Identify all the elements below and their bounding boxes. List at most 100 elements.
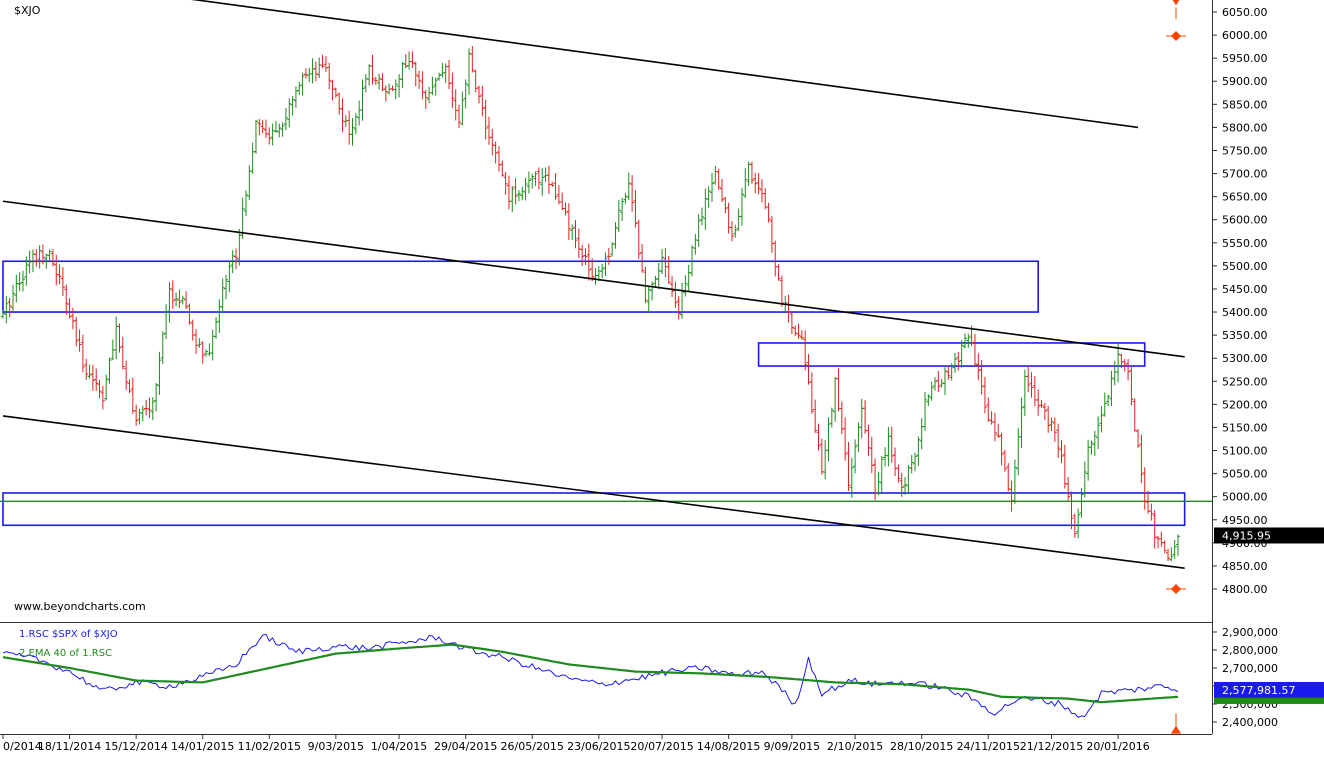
ohlc-bar [1076, 508, 1081, 539]
ohlc-bar [903, 477, 908, 495]
price-tick-label: 5200.00 [1222, 398, 1268, 411]
price-tick-label: 4950.00 [1222, 514, 1268, 527]
last-price-box [1214, 527, 1324, 544]
ohlc-bar [620, 197, 625, 221]
ohlc-bar [866, 424, 871, 457]
ohlc-bar [483, 99, 488, 140]
ohlc-bar [180, 295, 185, 305]
ohlc-bar [700, 207, 705, 226]
ohlc-bar [360, 79, 365, 121]
ohlc-bar [280, 122, 285, 137]
time-tick-label: 14/08/2015 [697, 740, 760, 753]
ohlc-bar [1049, 417, 1054, 432]
ohlc-bar [1056, 423, 1061, 459]
ohlc-bar [1129, 365, 1134, 406]
ohlc-bar [167, 282, 172, 323]
ohlc-bar [457, 104, 462, 129]
ohlc-bar [640, 243, 645, 273]
ohlc-bar [666, 255, 671, 284]
ohlc-bar [670, 276, 675, 297]
ohlc-bar [283, 108, 288, 131]
ohlc-bar [1172, 540, 1177, 559]
ohlc-bar [869, 436, 874, 474]
ohlc-bar [17, 272, 22, 292]
alert-diamond [1171, 31, 1181, 42]
ohlc-bar [237, 228, 242, 266]
ohlc-bar [1136, 429, 1141, 448]
ohlc-bar [756, 172, 761, 195]
price-tick-label: 5650.00 [1222, 191, 1268, 204]
alert-arrow-up [1171, 725, 1181, 734]
ohlc-bar [473, 69, 478, 93]
ohlc-bar [40, 244, 45, 265]
ohlc-bar [962, 333, 967, 349]
ohlc-bar [1162, 540, 1167, 554]
time-tick-label: 15/12/2014 [104, 740, 167, 753]
ohlc-bars [1, 45, 1180, 562]
ohlc-bar [933, 377, 938, 391]
ohlc-bar [373, 76, 378, 85]
ohlc-bar [749, 161, 754, 184]
ohlc-bar [839, 401, 844, 435]
time-tick-label: 29/04/2015 [434, 740, 497, 753]
ohlc-bar [996, 423, 1001, 438]
ohlc-bar [340, 98, 345, 133]
ohlc-bar [87, 364, 92, 379]
price-tick-label: 5350.00 [1222, 329, 1268, 342]
price-tick-label: 5250.00 [1222, 375, 1268, 388]
indicator-tick-label: 2,400,000 [1222, 716, 1278, 729]
alert-arrow-down [1172, 0, 1180, 6]
ohlc-bar [147, 397, 152, 418]
ohlc-bar [906, 465, 911, 494]
ohlc-bar [729, 221, 734, 242]
ohlc-bar [510, 185, 515, 213]
ohlc-bar [656, 262, 661, 289]
price-tick-label: 6050.00 [1222, 6, 1268, 19]
ohlc-bar [234, 248, 239, 270]
time-tick-label: 9/09/2015 [764, 740, 820, 753]
drawing-layer [0, 260, 1212, 527]
ohlc-bar [853, 439, 858, 474]
price-axis: 6050.00 6000.00 5950.00 5900.00 5850.00 5800.… [1166, 0, 1324, 734]
price-tick-label: 5500.00 [1222, 260, 1268, 273]
ohlc-bar [227, 260, 232, 293]
ohlc-bar [1079, 487, 1084, 518]
ohlc-bar [939, 378, 944, 388]
ohlc-bar [24, 256, 29, 286]
ema-value-tag [1214, 697, 1324, 704]
ohlc-bar [936, 370, 941, 392]
rsc-series-line [2, 633, 1179, 719]
ohlc-bar [766, 202, 771, 223]
price-tick-label: 5000.00 [1222, 491, 1268, 504]
ohlc-bar [177, 289, 182, 308]
ohlc-bar [982, 376, 987, 414]
ohlc-bar [636, 219, 641, 260]
ohlc-bar [843, 417, 848, 461]
time-tick-label: 9/03/2015 [308, 740, 364, 753]
ohlc-bar [403, 54, 408, 69]
ohlc-bar [27, 250, 32, 274]
ohlc-bar [683, 275, 688, 297]
last-indicator-tag: 2,577,981.57 [1214, 681, 1324, 704]
ohlc-bar [313, 61, 318, 82]
ohlc-bar [377, 73, 382, 90]
last-indicator-box [1214, 681, 1324, 698]
time-tick-label: 21/12/2015 [1020, 740, 1083, 753]
ohlc-bar [563, 202, 568, 216]
ohlc-bar [1059, 440, 1064, 464]
ohlc-bar [350, 118, 355, 146]
ohlc-bar [889, 426, 894, 463]
time-tick-label: 24/11/2015 [957, 740, 1020, 753]
ohlc-bar [60, 267, 65, 296]
ohlc-bar [10, 284, 15, 311]
ohlc-bar [646, 285, 651, 313]
ohlc-bar [120, 336, 125, 370]
ohlc-bar [320, 54, 325, 69]
time-tick-label: 26/05/2015 [501, 740, 564, 753]
ohlc-bar [706, 186, 711, 208]
ohlc-bar [826, 417, 831, 462]
ohlc-bar [856, 422, 861, 453]
ohlc-bar [1149, 503, 1154, 521]
ohlc-bar [104, 374, 109, 401]
ohlc-bar [630, 175, 635, 212]
